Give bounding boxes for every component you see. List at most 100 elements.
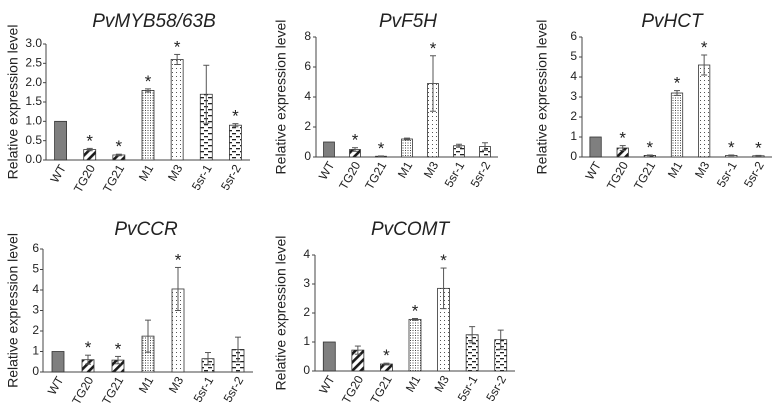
y-tick-label: 8 [304,29,311,43]
y-tick-label: 0 [304,149,311,163]
significance-star: * [232,107,239,126]
x-tick-label: M1 [136,162,157,184]
x-tick-label: TG21 [368,373,395,406]
bar-wt [589,136,602,158]
x-tick-label: 5sr-1 [189,162,215,193]
x-tick-label: TG20 [339,373,366,406]
y-tick-label: 2 [304,119,311,133]
significance-star: * [145,72,152,91]
chart-title: PvF5H [379,11,437,32]
y-tick-label: 3 [303,276,310,290]
bar-m3 [698,64,711,158]
x-tick-label: 5sr-1 [714,159,740,190]
bar-m1 [401,138,413,158]
chart-panel-4: PvCCR Relative expression level 0 1 2 3 4 5 6 WT *… [5,219,253,407]
significance-star: * [619,129,626,148]
y-tick-label: 2 [32,323,39,337]
bar-wt [54,120,67,161]
significance-star: * [383,346,390,365]
bar-wt [323,141,335,158]
x-tick-label: WT [582,159,604,183]
y-tick-label: 3.0 [25,36,42,50]
y-tick-label: 5 [570,49,577,63]
significance-star: * [430,39,437,58]
y-axis-label: Relative expression level [273,20,289,175]
x-tick-label: WT [316,159,338,183]
x-tick-label: TG21 [100,162,127,195]
bar-m1 [670,92,684,158]
significance-star: * [174,37,181,56]
x-tick-label: M3 [421,159,442,181]
chart-title: PvMYB58/63B [92,11,216,32]
bar-wt [51,351,65,373]
x-tick-label: M1 [665,159,686,181]
y-tick-label: 4 [32,282,39,296]
y-tick-label: 0 [303,363,310,377]
y-tick-label: 2.5 [25,56,42,70]
y-tick-label: 1 [303,334,310,348]
y-tick-label: 3 [570,89,577,103]
x-tick-label: 5sr-2 [221,374,247,405]
y-tick-label: 6 [570,29,577,43]
x-tick-label: 5sr-1 [442,159,468,190]
x-tick-label: M3 [431,373,452,395]
y-tick-label: 6 [32,241,39,255]
y-tick-label: 4 [570,69,577,83]
y-tick-label: 0 [570,149,577,163]
x-tick-label: M1 [403,373,424,395]
y-tick-label: 6 [304,59,311,73]
bar-5sr-2 [229,124,242,161]
x-tick-label: TG20 [336,159,363,192]
x-tick-label: WT [45,374,67,398]
chart-title: PvHCT [641,11,704,32]
significance-star: * [701,38,708,57]
y-tick-label: 0.5 [25,133,42,147]
significance-star: * [86,131,93,150]
y-tick-label: 1 [570,129,577,143]
x-tick-label: TG21 [99,374,126,407]
y-tick-label: 1.0 [25,114,42,128]
significance-star: * [412,302,419,321]
y-tick-label: 2 [570,109,577,123]
x-tick-label: 5sr-2 [218,162,244,193]
y-axis-label: Relative expression level [273,236,289,391]
significance-star: * [175,250,182,269]
x-tick-label: TG21 [631,159,658,192]
x-tick-label: 5sr-2 [468,159,494,190]
bar-m3 [170,59,184,161]
significance-star: * [674,74,681,93]
x-tick-label: M1 [395,159,416,181]
y-tick-label: 3 [32,303,39,317]
chart-title: PvCOMT [371,219,451,240]
y-tick-label: 2.0 [25,75,42,89]
chart-panel-3: PvHCT Relative expression level 0 1 2 3 4 5 6 WT *… [534,11,772,192]
x-tick-label: 5sr-1 [191,374,217,405]
significance-star: * [440,251,447,270]
significance-star: * [378,139,385,158]
bar-wt [322,341,336,372]
y-tick-label: 4 [304,89,311,103]
x-tick-label: WT [47,162,69,186]
y-tick-label: 1.5 [25,94,42,108]
y-axis-label: Relative expression level [5,233,21,388]
x-tick-label: M3 [165,162,186,184]
significance-star: * [755,138,762,157]
y-tick-label: 5 [32,262,39,276]
significance-star: * [116,137,123,156]
bar-m1 [408,318,422,372]
x-tick-label: M3 [692,159,713,181]
x-tick-label: 5sr-2 [483,373,509,404]
x-tick-label: 5sr-1 [455,373,481,404]
y-tick-label: 0.0 [25,152,42,166]
x-tick-label: TG20 [69,374,96,407]
y-axis-label: Relative expression level [5,25,21,180]
x-tick-label: TG21 [362,159,389,192]
x-tick-label: TG20 [604,159,631,192]
significance-star: * [85,338,92,357]
significance-star: * [728,138,735,157]
significance-star: * [352,131,359,150]
